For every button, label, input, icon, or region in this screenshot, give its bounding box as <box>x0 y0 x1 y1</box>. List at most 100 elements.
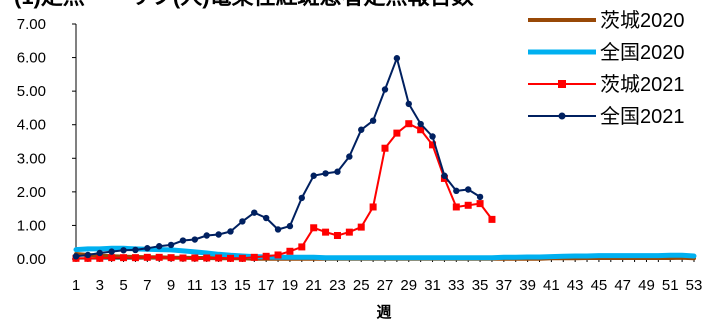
data-point <box>310 172 317 179</box>
data-point <box>191 236 199 243</box>
data-point <box>286 222 294 230</box>
x-tick-label: 25 <box>353 277 370 294</box>
data-point <box>120 247 127 254</box>
x-tick-label: 53 <box>686 277 703 294</box>
data-point <box>286 247 294 255</box>
data-point <box>84 251 92 259</box>
x-tick-label: 47 <box>614 277 631 294</box>
x-axis-label: 週 <box>376 304 391 321</box>
legend-item: 茨城2021 <box>528 73 685 96</box>
x-tick-label: 1 <box>72 277 80 294</box>
data-point <box>322 228 330 236</box>
data-point <box>417 126 425 134</box>
data-point <box>274 251 282 259</box>
x-tick-label: 45 <box>591 277 608 294</box>
data-point <box>108 248 115 255</box>
series-3 <box>72 120 496 262</box>
y-tick-label: 6.00 <box>17 50 46 67</box>
y-tick-label: 5.00 <box>17 83 46 100</box>
data-point <box>131 254 139 262</box>
y-tick-label: 0.00 <box>17 251 46 268</box>
y-tick-label: 4.00 <box>17 117 46 134</box>
data-point <box>357 223 365 231</box>
x-tick-label: 31 <box>424 277 441 294</box>
data-point <box>167 241 175 249</box>
legend-marker <box>558 80 566 88</box>
x-tick-label: 33 <box>448 277 465 294</box>
data-point <box>452 203 460 211</box>
x-tick-label: 5 <box>119 277 127 294</box>
series-4 <box>72 55 484 260</box>
data-point <box>239 218 246 225</box>
data-point <box>84 254 92 262</box>
x-tick-label: 41 <box>543 277 560 294</box>
data-point <box>345 228 353 236</box>
data-point <box>120 254 128 262</box>
legend-item: 茨城2020 <box>528 9 685 32</box>
x-tick-label: 11 <box>187 277 203 294</box>
data-point <box>333 232 341 239</box>
data-point <box>155 253 163 261</box>
data-point <box>227 254 234 262</box>
data-point <box>453 187 460 195</box>
data-point <box>179 254 187 262</box>
data-point <box>358 126 365 133</box>
data-point <box>464 201 472 209</box>
data-point <box>274 226 282 233</box>
data-point <box>167 254 175 262</box>
series-line <box>73 245 697 261</box>
x-tick-label: 9 <box>167 277 175 294</box>
data-point <box>298 243 306 251</box>
data-point <box>96 254 104 262</box>
series-group <box>72 55 697 262</box>
data-point <box>155 243 163 250</box>
data-point <box>108 254 116 262</box>
data-point <box>143 253 151 261</box>
x-tick-label: 37 <box>496 277 513 294</box>
legend: 茨城2020 全国2020 茨城2021 全国2021 <box>528 9 685 128</box>
data-point <box>334 168 341 175</box>
legend-label: 茨城2020 <box>600 9 685 32</box>
data-point <box>429 141 437 149</box>
data-point <box>72 253 80 260</box>
x-tick-label: 13 <box>210 277 227 294</box>
data-point <box>417 120 424 128</box>
data-point <box>262 214 270 222</box>
x-tick-label: 49 <box>638 277 655 294</box>
y-tick-label: 7.00 <box>17 16 46 33</box>
x-tick-label: 19 <box>282 277 299 294</box>
data-point <box>203 254 211 262</box>
x-tick-label: 51 <box>662 277 679 294</box>
data-point <box>298 194 306 202</box>
data-point <box>132 246 139 254</box>
x-tick-label: 29 <box>400 277 417 294</box>
legend-marker <box>558 112 566 120</box>
y-tick-label: 1.00 <box>17 217 46 234</box>
data-point <box>369 117 377 124</box>
y-tick-label: 3.00 <box>17 150 46 167</box>
data-point <box>369 203 377 211</box>
data-point <box>381 86 389 93</box>
data-point <box>322 170 329 177</box>
x-tick-label: 43 <box>567 277 584 294</box>
clipped-chart-title: (1)定点ー・リフ(人)電染性紅斑患者定点報告数 <box>14 0 475 9</box>
legend-label: 全国2020 <box>600 41 685 64</box>
data-point <box>191 254 199 262</box>
data-point <box>250 253 258 261</box>
data-point <box>215 254 223 262</box>
legend-item: 全国2020 <box>528 41 685 64</box>
data-point <box>238 254 246 262</box>
x-tick-label: 23 <box>329 277 346 294</box>
legend-item: 全国2021 <box>528 105 685 128</box>
data-point <box>476 193 484 201</box>
data-point <box>488 215 496 223</box>
data-point <box>215 231 222 238</box>
x-tick-label: 27 <box>377 277 394 294</box>
data-point <box>179 237 187 244</box>
data-point <box>476 200 484 208</box>
data-point <box>144 245 151 252</box>
data-point <box>310 224 318 232</box>
x-tick-label: 15 <box>234 277 251 294</box>
data-point <box>96 249 103 257</box>
data-point <box>405 120 413 128</box>
